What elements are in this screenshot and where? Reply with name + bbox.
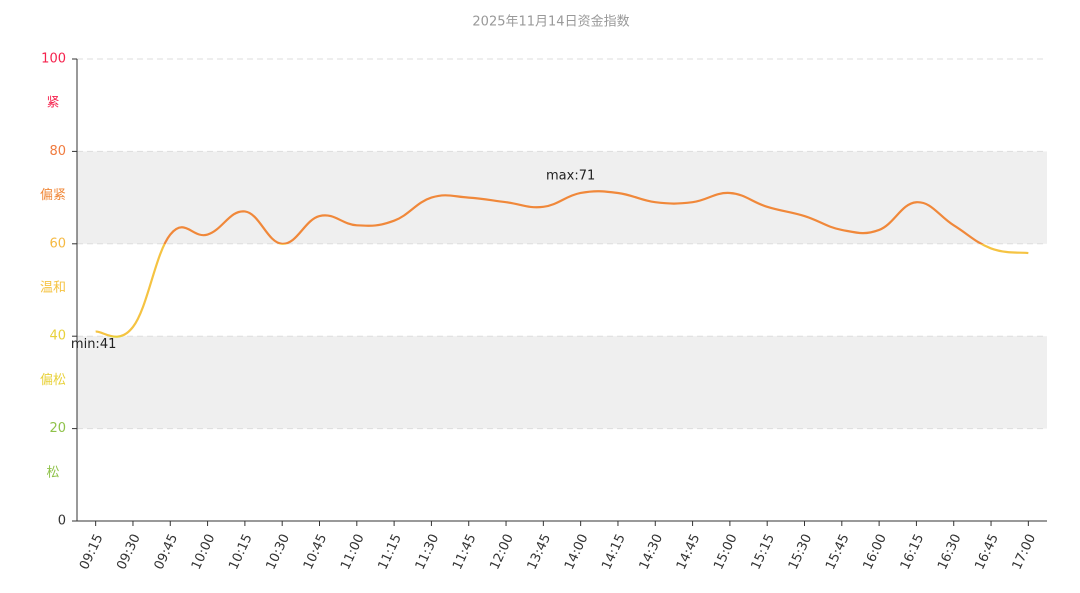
x-tick-label: 10:30 — [264, 532, 293, 572]
x-tick-label: 16:45 — [972, 532, 1001, 572]
y-tick-label: 60 — [49, 236, 66, 251]
x-tick-label: 16:00 — [860, 532, 889, 572]
x-tick-label: 10:00 — [189, 532, 218, 572]
x-tick-label: 16:30 — [935, 532, 964, 572]
x-tick-label: 10:15 — [226, 532, 255, 572]
band-label: 偏松 — [40, 373, 66, 388]
x-tick-label: 15:45 — [823, 532, 852, 572]
y-tick-label: 0 — [58, 514, 66, 529]
band-shade — [77, 151, 1047, 244]
x-tick-label: 09:30 — [114, 532, 143, 572]
x-tick-label: 15:15 — [749, 532, 778, 572]
x-tick-label: 15:30 — [786, 532, 815, 572]
x-tick-label: 12:00 — [487, 532, 516, 572]
min-label: min:41 — [71, 337, 116, 352]
band-label: 温和 — [40, 281, 66, 296]
x-tick-label: 14:30 — [637, 532, 666, 572]
x-tick-label: 16:15 — [898, 532, 927, 572]
max-label: max:71 — [546, 168, 595, 183]
band-label: 偏紧 — [40, 188, 66, 203]
y-tick-label: 40 — [49, 329, 66, 344]
x-tick-label: 10:45 — [301, 532, 330, 572]
band-shade — [77, 336, 1047, 429]
y-tick-label: 100 — [41, 52, 66, 67]
chart-title: 2025年11月14日资金指数 — [472, 14, 629, 30]
x-tick-label: 14:00 — [562, 532, 591, 572]
band-label: 紧 — [46, 96, 59, 111]
y-tick-label: 20 — [49, 421, 66, 436]
x-tick-label: 11:45 — [450, 532, 479, 572]
x-tick-label: 11:00 — [338, 532, 367, 572]
line — [95, 190, 1029, 338]
band-label: 松 — [46, 465, 59, 480]
x-tick-label: 11:30 — [413, 532, 442, 572]
x-tick-label: 11:15 — [375, 532, 404, 572]
x-tick-label: 14:15 — [599, 532, 628, 572]
x-tick-label: 13:45 — [525, 532, 554, 572]
x-tick-label: 09:15 — [77, 532, 106, 572]
x-tick-label: 14:45 — [674, 532, 703, 572]
x-tick-label: 15:00 — [711, 532, 740, 572]
x-tick-label: 09:45 — [152, 532, 181, 572]
x-tick-label: 17:00 — [1010, 532, 1039, 572]
y-tick-label: 80 — [49, 144, 66, 159]
